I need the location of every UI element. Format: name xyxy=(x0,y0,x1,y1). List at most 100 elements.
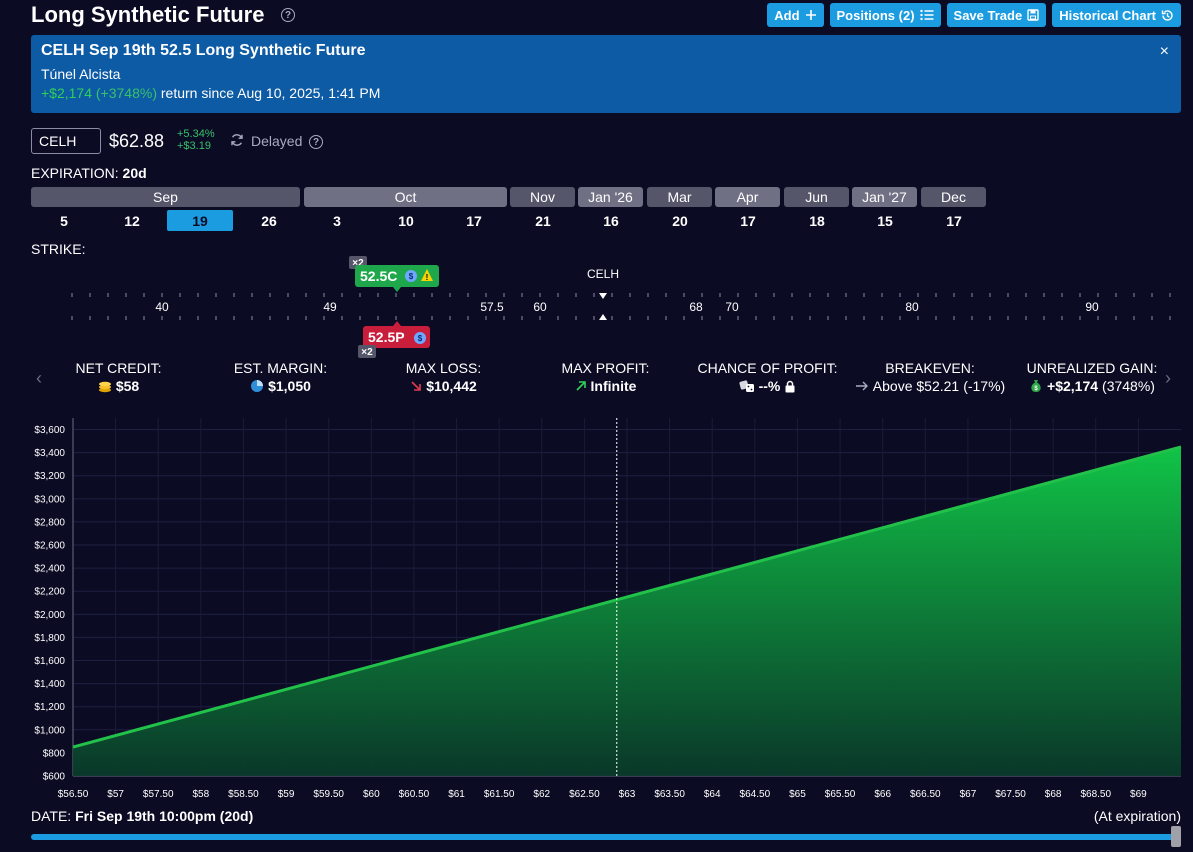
strike-selector[interactable]: 40 49 57.5 60 68 70 80 90 CELH ×2 52.5C … xyxy=(0,250,1193,360)
expiration-date[interactable]: 3 xyxy=(333,212,341,229)
close-icon[interactable]: × xyxy=(1159,43,1169,60)
stat-label: UNREALIZED GAIN: xyxy=(1026,360,1158,376)
month-sep[interactable]: Sep xyxy=(31,187,300,207)
expiration-date[interactable]: 20 xyxy=(672,212,688,229)
historical-chart-button[interactable]: Historical Chart xyxy=(1052,3,1181,27)
dollar-icon xyxy=(414,332,426,344)
dollar-icon-glyph: $ xyxy=(418,334,423,343)
est-margin-value: $1,050 xyxy=(268,378,311,394)
strike-tick-label: 68 xyxy=(689,300,703,314)
put-leg-label: 52.5P xyxy=(368,329,405,345)
banner-title: CELH Sep 19th 52.5 Long Synthetic Future xyxy=(41,42,366,59)
y-tick-label: $1,000 xyxy=(34,725,65,736)
banner-return: +$2,174 (+3748%) return since Aug 10, 20… xyxy=(41,85,380,101)
return-text: return since Aug 10, 2025, 1:41 PM xyxy=(160,85,381,101)
expiration-date-selected[interactable]: 19 xyxy=(167,210,233,231)
month-jan-27[interactable]: Jan '27 xyxy=(852,187,917,207)
expiration-date[interactable]: 5 xyxy=(60,212,68,229)
positions-button[interactable]: Positions (2) xyxy=(829,3,941,27)
x-tick-label: $63 xyxy=(619,789,636,800)
x-tick-label: $56.50 xyxy=(58,789,89,800)
month-dec[interactable]: Dec xyxy=(921,187,986,207)
month-nov[interactable]: Nov xyxy=(510,187,575,207)
x-tick-label: $60.50 xyxy=(399,789,430,800)
date-slider[interactable] xyxy=(31,834,1181,840)
help-icon[interactable]: ? xyxy=(281,8,295,22)
delayed-help-icon[interactable]: ? xyxy=(309,135,323,149)
trade-stats: NET CREDIT: $58 EST. MARGIN: $1,050 MAX … xyxy=(0,360,1193,400)
save-trade-button[interactable]: Save Trade xyxy=(946,3,1047,27)
put-leg-bg xyxy=(363,326,430,348)
month-apr[interactable]: Apr xyxy=(715,187,780,207)
y-tick-label: $2,000 xyxy=(34,610,65,621)
stat-label: MAX PROFIT: xyxy=(561,360,650,376)
max-profit-value: Infinite xyxy=(590,378,637,394)
stat-unrealized-gain: UNREALIZED GAIN: $ +$2,174 (3748%) xyxy=(1022,360,1162,394)
save-icon xyxy=(1027,9,1039,21)
profit-line xyxy=(72,445,1182,749)
expiration-date[interactable]: 17 xyxy=(946,212,962,229)
profit-area xyxy=(73,446,1181,776)
pie-icon xyxy=(251,380,264,392)
expiration-date[interactable]: 21 xyxy=(535,212,551,229)
svg-text:$: $ xyxy=(1034,386,1038,392)
x-tick-label: $64.50 xyxy=(740,789,771,800)
unrealized-detail: (3748%) xyxy=(1102,378,1155,394)
x-tick-label: $62 xyxy=(533,789,550,800)
month-jan-26[interactable]: Jan '26 xyxy=(578,187,643,207)
strike-label: STRIKE: xyxy=(31,241,86,257)
expiration-date[interactable]: 17 xyxy=(740,212,756,229)
x-tick-label: $61 xyxy=(448,789,465,800)
expiration-date[interactable]: 16 xyxy=(603,212,619,229)
date-label: DATE: Fri Sep 19th 10:00pm (20d) xyxy=(31,808,253,824)
dollar-icon-glyph: $ xyxy=(409,272,414,281)
add-button[interactable]: Add xyxy=(767,3,824,27)
max-loss-value: $10,442 xyxy=(426,378,477,394)
x-tick-label: $65.50 xyxy=(825,789,856,800)
month-mar[interactable]: Mar xyxy=(647,187,712,207)
expiration-date[interactable]: 12 xyxy=(124,212,140,229)
arrow-down-right-icon xyxy=(411,381,421,391)
strike-tick-label: 70 xyxy=(725,300,739,314)
dice-icon xyxy=(739,380,754,392)
expiration-date[interactable]: 17 xyxy=(466,212,482,229)
y-tick-label: $3,000 xyxy=(34,494,65,505)
underlying-marker-label: CELH xyxy=(587,267,619,281)
y-tick-label: $2,600 xyxy=(34,541,65,552)
stat-value: --% xyxy=(690,378,845,394)
chance-profit-value: --% xyxy=(758,378,781,394)
change-absolute: +$3.19 xyxy=(177,140,211,152)
put-leg-chip[interactable]: 52.5P $ ×2 xyxy=(358,321,430,358)
expiration-date[interactable]: 10 xyxy=(398,212,414,229)
expiration-date[interactable]: 15 xyxy=(877,212,893,229)
y-tick-label: $3,400 xyxy=(34,448,65,459)
call-leg-chip[interactable]: ×2 52.5C $ ! xyxy=(349,256,439,292)
y-tick-label: $1,600 xyxy=(34,656,65,667)
expiration-label-text: EXPIRATION: xyxy=(31,165,119,181)
y-tick-label: $3,200 xyxy=(34,471,65,482)
x-tick-label: $57.50 xyxy=(143,789,174,800)
ticker-input[interactable] xyxy=(31,128,101,154)
chevron-right-icon[interactable]: › xyxy=(1165,368,1171,388)
month-jun[interactable]: Jun xyxy=(784,187,849,207)
date-label-text: DATE: xyxy=(31,808,72,824)
history-icon xyxy=(1161,9,1173,21)
strike-minor-ticks xyxy=(71,293,1171,320)
pl-chart[interactable]: $600 $800 $1,000 $1,200 $1,400 $1,600 $1,800 $2… xyxy=(0,410,1193,802)
date-slider-handle[interactable] xyxy=(1171,826,1181,847)
expiration-note: (At expiration) xyxy=(1093,808,1181,824)
x-tick-label: $68 xyxy=(1045,789,1062,800)
ticker-row: $62.88 +5.34% +$3.19 Delayed ? xyxy=(31,128,531,154)
expiration-date[interactable]: 26 xyxy=(261,212,277,229)
month-oct[interactable]: Oct xyxy=(304,187,507,207)
expiration-date[interactable]: 18 xyxy=(809,212,825,229)
put-leg-pointer xyxy=(393,321,401,326)
lock-icon[interactable] xyxy=(784,380,796,393)
x-tick-label: $67 xyxy=(960,789,977,800)
strike-tick-label: 57.5 xyxy=(480,300,504,314)
chevron-left-icon[interactable]: ‹ xyxy=(36,368,42,388)
x-axis: $56.50 $57 $57.50 $58 $58.50 $59 $59.50 $60 $60.… xyxy=(58,789,1147,800)
dollar-icon xyxy=(405,270,417,282)
refresh-icon[interactable] xyxy=(230,133,244,147)
positions-button-label: Positions (2) xyxy=(836,7,915,23)
